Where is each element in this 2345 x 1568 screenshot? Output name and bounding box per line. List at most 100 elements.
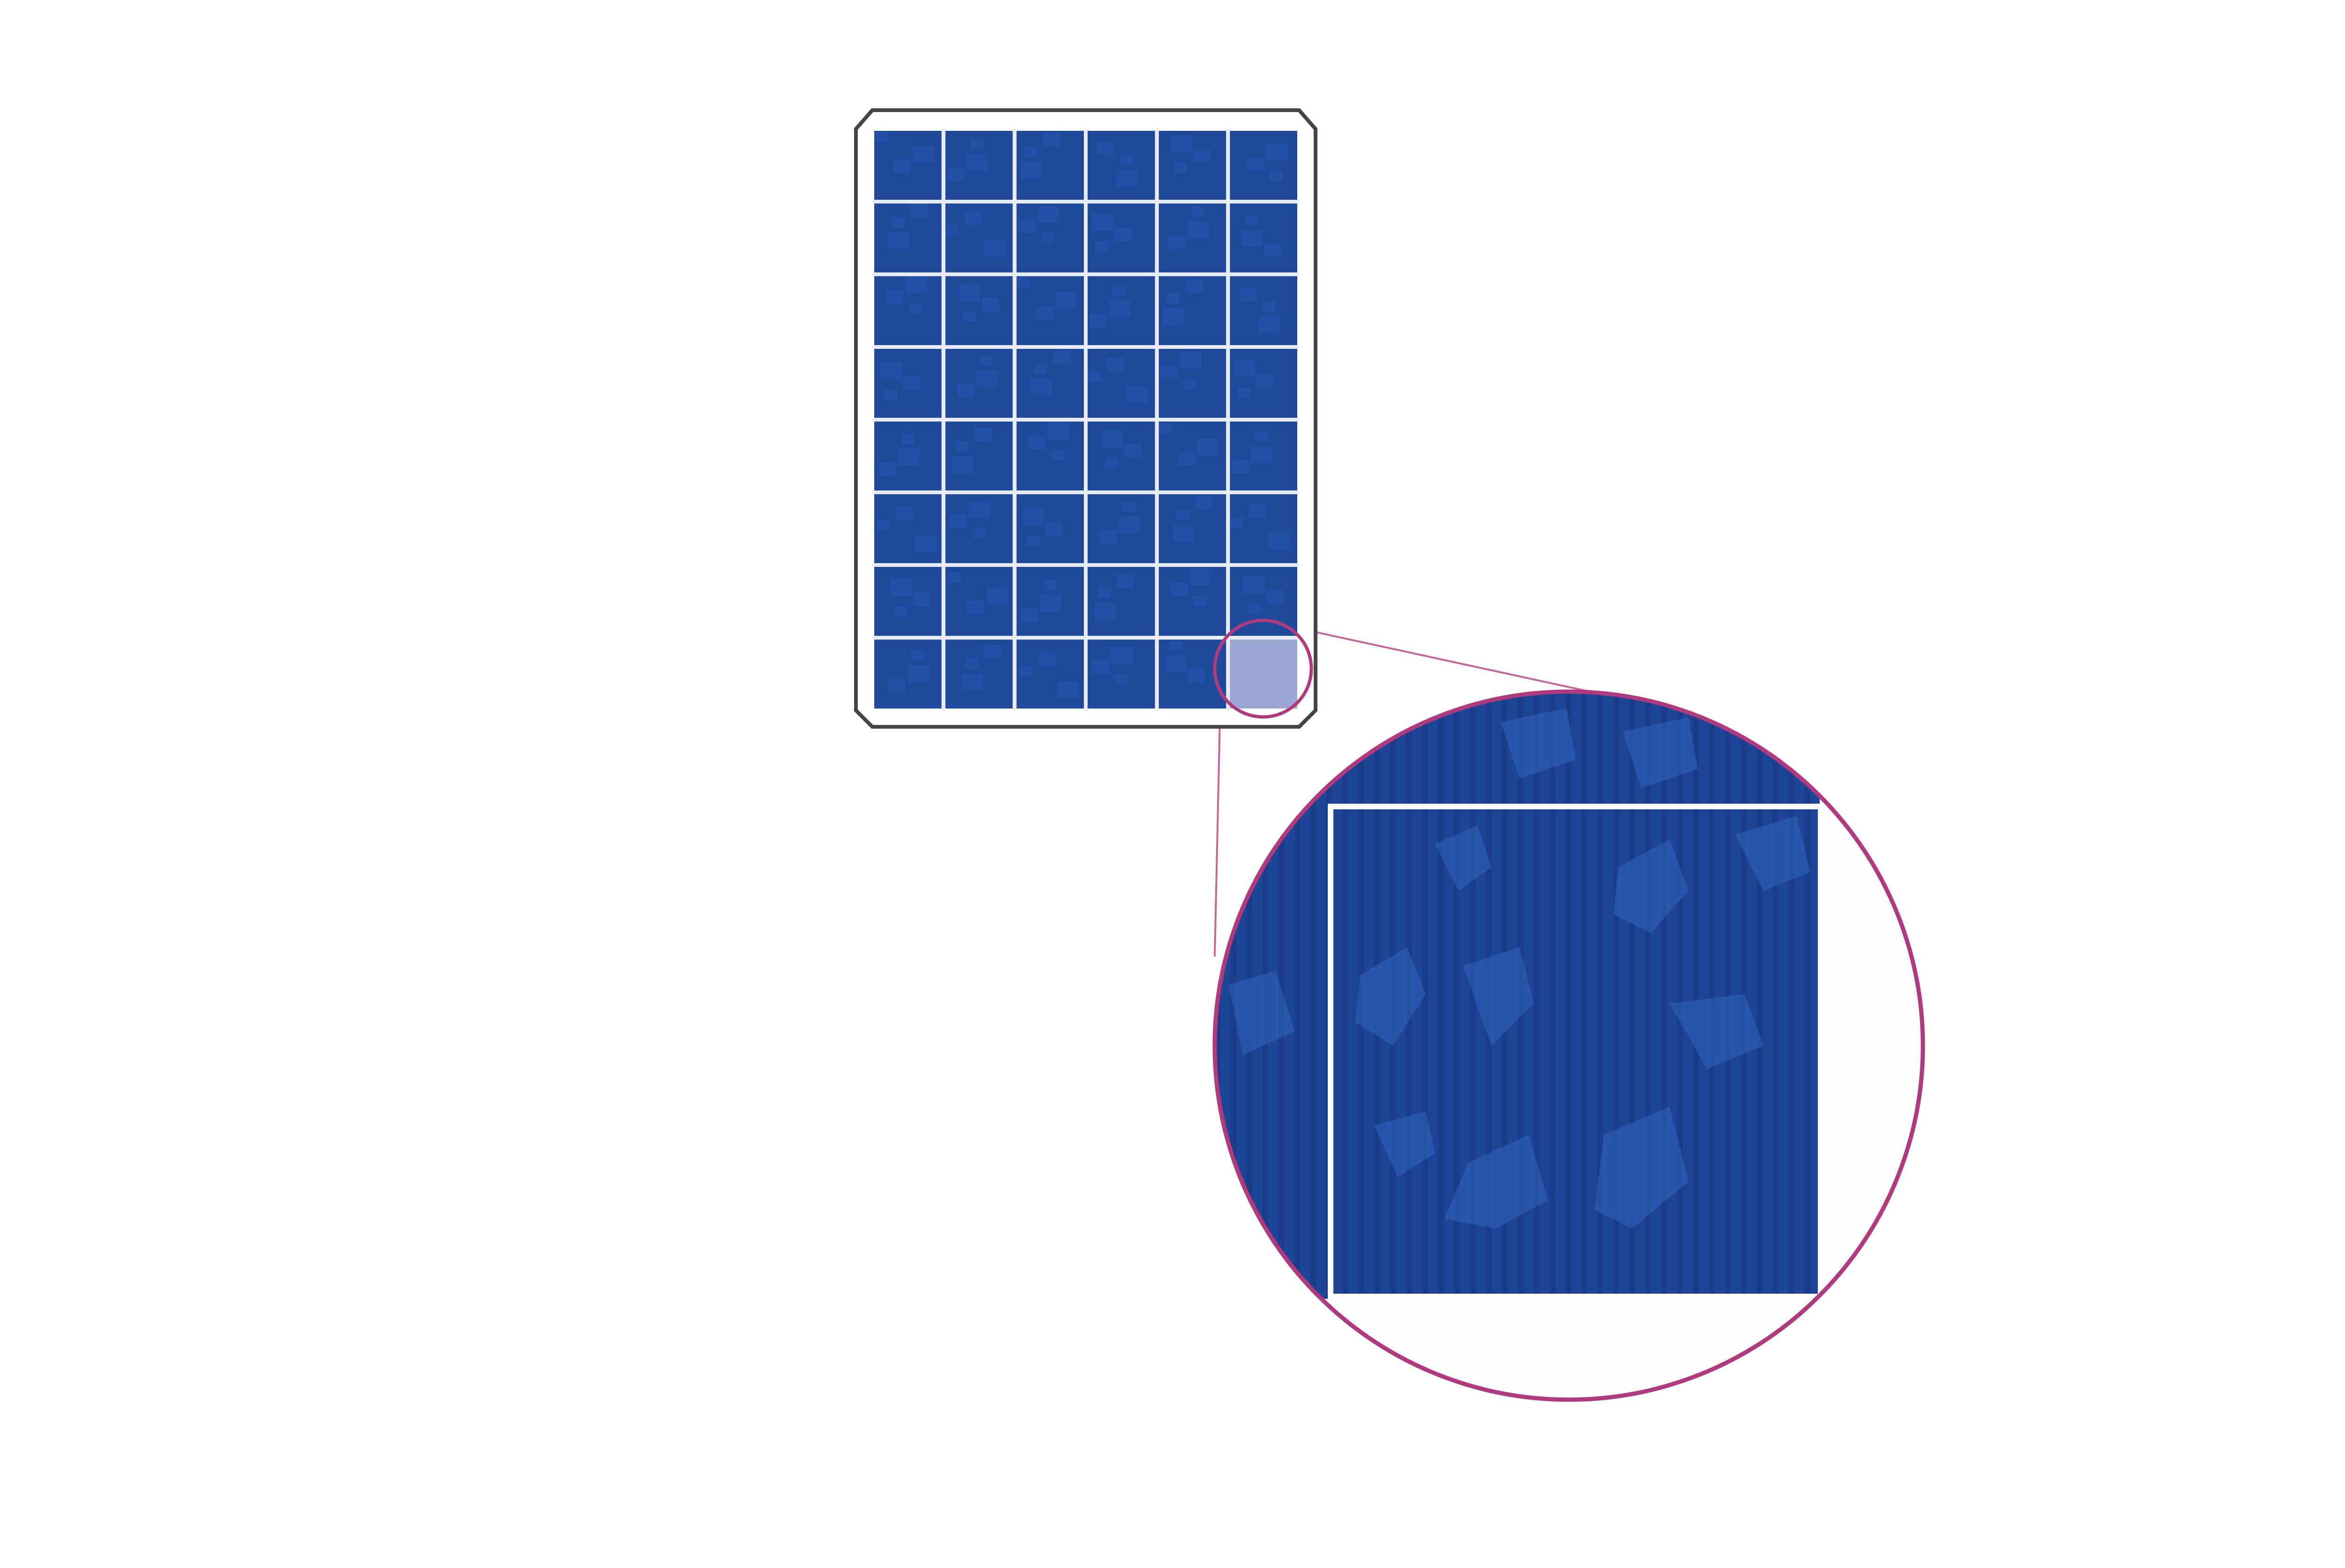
cell-texture bbox=[1099, 530, 1117, 544]
solar-panel bbox=[854, 108, 1317, 729]
cell-texture bbox=[1089, 314, 1107, 327]
panel-cell bbox=[1230, 349, 1297, 418]
cell-texture bbox=[893, 159, 911, 173]
cell-texture bbox=[1045, 522, 1063, 536]
cell-texture bbox=[886, 290, 903, 303]
cell-texture bbox=[949, 514, 967, 528]
panel-cell bbox=[1158, 131, 1226, 200]
cell-texture bbox=[1053, 350, 1071, 363]
cell-texture bbox=[1249, 504, 1267, 518]
cell-texture bbox=[1176, 510, 1189, 520]
cell-texture bbox=[1122, 502, 1135, 512]
cell-texture bbox=[1255, 431, 1268, 442]
cell-texture bbox=[1237, 387, 1251, 398]
cell-texture bbox=[1047, 422, 1069, 439]
cell-texture bbox=[1034, 363, 1047, 374]
panel-cell bbox=[1088, 131, 1155, 200]
panel-cell bbox=[1230, 494, 1297, 563]
busbar-stripe bbox=[1310, 692, 1316, 1308]
cell-texture bbox=[1044, 580, 1057, 590]
panel-cell bbox=[874, 204, 942, 272]
cell-texture bbox=[1124, 444, 1142, 458]
cell-texture bbox=[1037, 206, 1059, 223]
cell-texture bbox=[1191, 207, 1204, 217]
cell-texture bbox=[947, 167, 965, 181]
cell-texture bbox=[1095, 241, 1108, 251]
cell-texture bbox=[1021, 609, 1038, 622]
cell-texture bbox=[984, 645, 1002, 658]
cell-texture bbox=[965, 658, 978, 669]
cell-texture bbox=[892, 217, 905, 227]
cell-texture bbox=[1119, 517, 1140, 534]
panel-cell bbox=[1016, 494, 1084, 563]
cell-texture bbox=[1168, 640, 1182, 650]
cell-texture bbox=[1183, 379, 1197, 390]
crystal-grain bbox=[1623, 717, 1698, 788]
cell-texture bbox=[1028, 436, 1046, 450]
cell-texture bbox=[1178, 452, 1195, 466]
cell-texture bbox=[1051, 450, 1065, 460]
cell-texture bbox=[1120, 155, 1133, 165]
cell-texture bbox=[1097, 141, 1114, 155]
cell-texture bbox=[1162, 308, 1184, 325]
cell-texture bbox=[1105, 458, 1118, 468]
crystal-grain bbox=[1670, 994, 1763, 1069]
busbar-stripe bbox=[1566, 692, 1571, 1308]
panel-cell bbox=[874, 131, 942, 200]
cell-texture bbox=[1091, 214, 1113, 231]
cell-texture bbox=[1026, 536, 1040, 546]
cell-texture bbox=[1172, 525, 1194, 542]
cell-texture bbox=[888, 232, 909, 249]
cell-texture bbox=[1115, 674, 1128, 685]
crystal-grain bbox=[1595, 1107, 1688, 1229]
panel-cell bbox=[1158, 567, 1226, 636]
crystal-grain bbox=[1435, 825, 1491, 891]
cell-texture bbox=[1189, 569, 1211, 586]
polycrystalline-grains bbox=[1229, 708, 1810, 1229]
busbar-stripe bbox=[1805, 692, 1810, 1308]
panel-cell bbox=[874, 422, 942, 490]
cell-texture bbox=[1165, 655, 1187, 672]
panel-cell bbox=[1230, 422, 1297, 490]
magnifier bbox=[1212, 689, 1925, 1402]
cell-texture bbox=[1094, 603, 1115, 620]
panel-cell bbox=[874, 276, 942, 345]
panel-cell bbox=[945, 640, 1013, 709]
cell-texture bbox=[1266, 143, 1288, 160]
cell-texture bbox=[1101, 430, 1123, 447]
busbar-stripe bbox=[1709, 692, 1715, 1308]
panel-cell bbox=[1016, 349, 1084, 418]
busbar-stripe bbox=[1534, 692, 1539, 1308]
cell-texture bbox=[877, 520, 890, 530]
cell-texture bbox=[961, 673, 983, 690]
cell-texture bbox=[1251, 446, 1273, 463]
busbar-stripe bbox=[1725, 692, 1731, 1308]
cell-texture bbox=[1036, 306, 1053, 319]
cell-texture bbox=[1160, 366, 1178, 379]
cell-texture bbox=[1266, 590, 1284, 604]
panel-cell bbox=[1088, 204, 1155, 272]
cell-texture bbox=[957, 384, 975, 398]
panel-cell bbox=[1088, 640, 1155, 709]
panel-cell bbox=[1158, 422, 1226, 490]
cell-texture bbox=[976, 370, 998, 387]
crystal-grain bbox=[1229, 971, 1294, 1055]
busbar-stripe bbox=[1773, 692, 1778, 1308]
crystal-grain bbox=[1463, 947, 1534, 1046]
cell-texture bbox=[884, 390, 897, 400]
busbar-stripe bbox=[1741, 692, 1747, 1308]
cell-texture bbox=[1040, 595, 1062, 612]
cell-texture bbox=[1166, 293, 1180, 303]
cell-texture bbox=[1173, 163, 1187, 173]
panel-cell bbox=[874, 494, 942, 563]
cell-texture bbox=[972, 528, 986, 538]
busbar-stripe bbox=[1550, 692, 1555, 1308]
cell-texture bbox=[1016, 277, 1030, 287]
cell-texture bbox=[1043, 133, 1061, 147]
cell-texture bbox=[1057, 681, 1079, 698]
magnifier-ring bbox=[1212, 689, 1925, 1402]
cell-texture bbox=[1239, 287, 1257, 301]
panel-cell bbox=[1088, 567, 1155, 636]
